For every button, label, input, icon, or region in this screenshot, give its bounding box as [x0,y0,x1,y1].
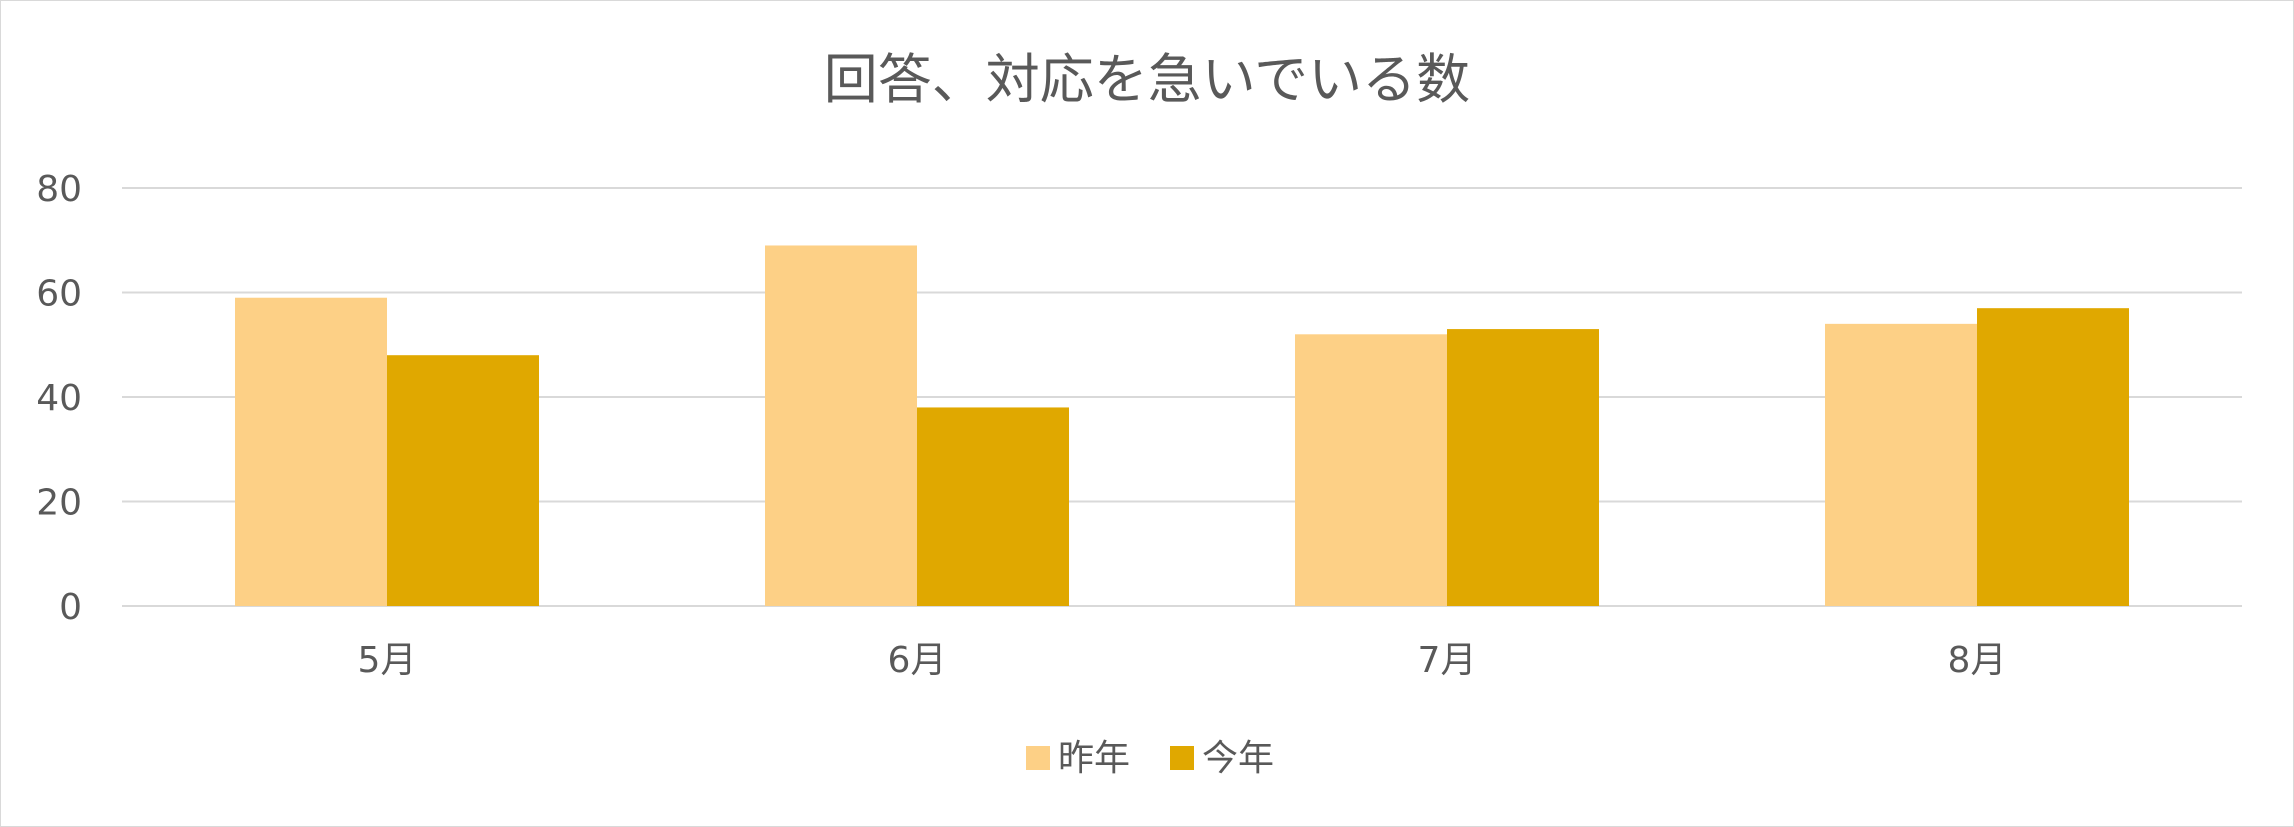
bar-last-year-6 [765,245,917,606]
bar-this-year-6 [917,407,1069,606]
legend-item-last-year: 昨年 [1026,738,1130,779]
x-axis-ticks: 5月 6月 7月 8月 [358,640,2007,681]
x-tick-label-3: 7月 [1418,640,1477,681]
legend-swatch-last-year [1026,746,1050,770]
legend: 昨年 今年 [1026,738,1274,779]
bar-last-year-7 [1295,334,1447,606]
x-tick-label-4: 8月 [1948,640,2007,681]
bar-last-year-5 [235,297,387,606]
legend-item-this-year: 今年 [1170,738,1274,779]
x-tick-label-1: 5月 [358,640,417,681]
y-tick-label-0: 0 [59,587,82,628]
bar-this-year-7 [1447,329,1599,606]
legend-label-last-year: 昨年 [1058,738,1130,779]
legend-label-this-year: 今年 [1202,738,1274,779]
bar-this-year-8 [1977,308,2129,606]
bar-last-year-8 [1825,323,1977,606]
y-tick-label-40: 40 [36,378,82,419]
legend-swatch-this-year [1170,746,1194,770]
y-tick-label-80: 80 [36,169,82,210]
bar-this-year-5 [387,355,539,606]
bars [235,245,2129,606]
chart-title: 回答、対応を急いでいる数 [824,48,1470,111]
x-tick-label-2: 6月 [888,640,947,681]
y-tick-label-20: 20 [36,483,82,524]
y-tick-label-60: 60 [36,274,82,315]
y-axis-ticks: 0 20 40 60 80 [36,169,82,628]
